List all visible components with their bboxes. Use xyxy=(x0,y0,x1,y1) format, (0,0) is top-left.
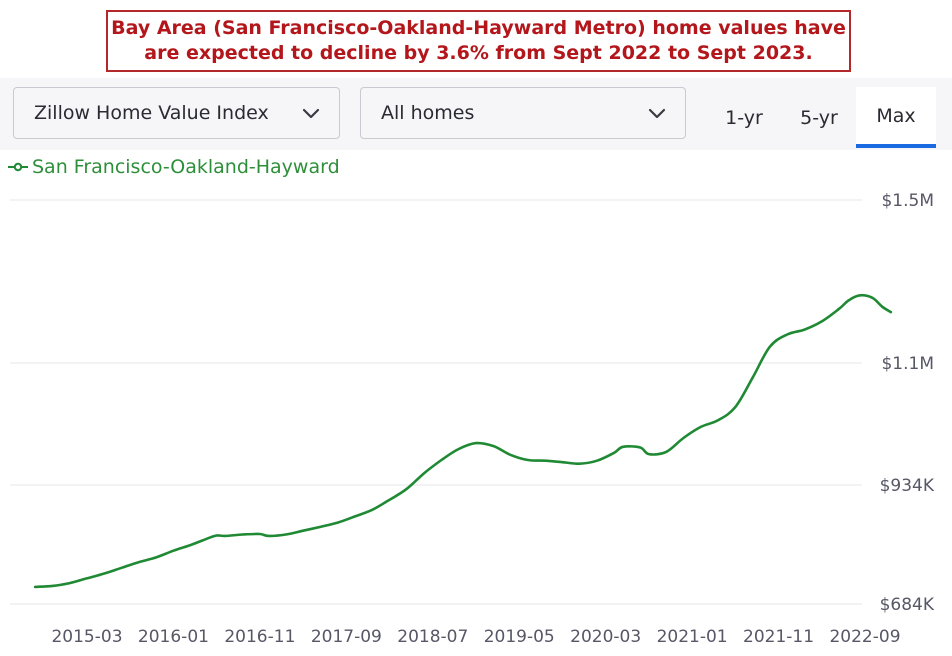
y-tick-label: $934K xyxy=(880,476,935,496)
chart-legend: San Francisco-Oakland-Hayward xyxy=(8,156,340,178)
home-type-select-value: All homes xyxy=(381,102,475,124)
x-tick-label: 2017-09 xyxy=(311,627,382,647)
x-tick-label: 2016-11 xyxy=(224,627,295,647)
x-tick-label: 2016-01 xyxy=(138,627,209,647)
legend-line-marker-icon xyxy=(8,162,28,172)
x-tick-label: 2021-11 xyxy=(743,627,814,647)
y-tick-label: $1.1M xyxy=(881,354,934,374)
metric-select-value: Zillow Home Value Index xyxy=(34,102,269,124)
x-tick-label: 2022-09 xyxy=(829,627,900,647)
headline-line-2: are expected to decline by 3.6% from Sep… xyxy=(144,42,813,64)
tab-1-yr[interactable]: 1-yr xyxy=(725,106,763,129)
x-tick-label: 2019-05 xyxy=(484,627,555,647)
x-tick-label: 2021-01 xyxy=(657,627,728,647)
y-tick-label: $684K xyxy=(880,595,935,615)
chart-controls: Zillow Home Value Index All homes 1-yr 5… xyxy=(0,78,952,150)
legend-series-label: San Francisco-Oakland-Hayward xyxy=(32,156,340,178)
headline-line-1: Bay Area (San Francisco-Oakland-Hayward … xyxy=(111,17,846,39)
y-tick-label: $1.5M xyxy=(881,191,934,211)
home-value-line-chart: $684K $934K $1.1M $1.5M 2015-03 2016-01 2016-1… xyxy=(10,191,935,647)
headline-banner: Bay Area (San Francisco-Oakland-Hayward … xyxy=(106,10,851,72)
x-tick-label: 2018-07 xyxy=(397,627,468,647)
metric-select[interactable]: Zillow Home Value Index xyxy=(13,87,340,139)
chevron-down-icon xyxy=(647,103,667,123)
x-tick-label: 2015-03 xyxy=(51,627,122,647)
x-tick-label: 2020-03 xyxy=(570,627,641,647)
chevron-down-icon xyxy=(301,103,321,123)
home-type-select[interactable]: All homes xyxy=(360,87,686,139)
tab-5-yr[interactable]: 5-yr xyxy=(800,106,838,129)
series-line xyxy=(33,293,893,589)
tab-max[interactable]: Max xyxy=(856,87,936,148)
